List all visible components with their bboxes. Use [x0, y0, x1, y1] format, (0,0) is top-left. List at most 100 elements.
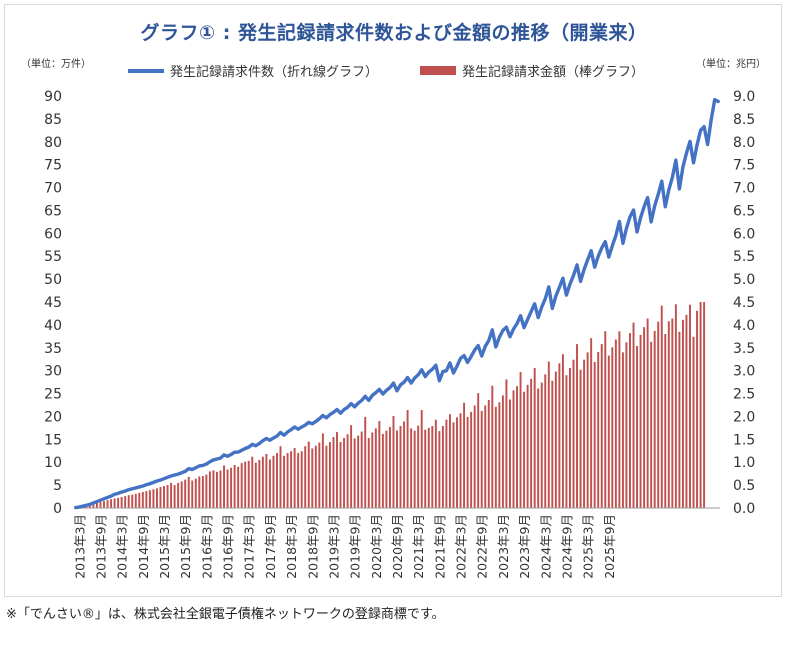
bar	[618, 331, 621, 508]
bar	[103, 501, 105, 508]
legend-line-swatch	[128, 68, 164, 73]
bar	[134, 493, 137, 508]
bar	[569, 367, 571, 508]
bar	[572, 359, 575, 508]
bar	[187, 476, 190, 508]
bar	[540, 382, 543, 508]
bar	[173, 485, 176, 508]
x-tick-label: 2021年9月	[432, 514, 447, 579]
x-tick-label: 2022年9月	[475, 514, 490, 579]
bar	[138, 492, 141, 508]
bar	[505, 379, 508, 508]
bar	[381, 433, 384, 508]
bar	[678, 331, 681, 508]
bar	[304, 446, 307, 508]
bar	[237, 466, 240, 508]
x-tick-label: 2018年9月	[305, 514, 320, 579]
bar	[547, 361, 550, 508]
bar	[530, 378, 533, 508]
bar	[664, 334, 667, 508]
bar	[314, 445, 317, 508]
bar	[321, 433, 324, 508]
bar	[148, 490, 151, 508]
bar	[657, 321, 660, 508]
bar	[371, 432, 374, 508]
x-tick-label: 2016年3月	[199, 514, 214, 579]
left-tick-label: 45	[44, 295, 62, 311]
bar	[328, 442, 331, 508]
bar	[667, 321, 670, 508]
bar	[155, 488, 158, 508]
bar	[480, 410, 483, 508]
bar	[233, 464, 236, 508]
left-tick-label: 35	[44, 341, 62, 357]
bar	[607, 355, 610, 508]
bar	[353, 438, 356, 508]
x-tick-label: 2023年9月	[517, 514, 532, 579]
bar	[611, 347, 614, 508]
bar	[583, 359, 586, 508]
bar	[699, 302, 702, 508]
bar	[681, 319, 684, 508]
x-tick-label: 2014年9月	[136, 514, 151, 579]
bar	[512, 390, 515, 508]
bar	[261, 456, 264, 508]
left-tick-label: 0	[53, 501, 62, 517]
x-tick-label: 2025年3月	[581, 514, 596, 579]
x-tick-label: 2017年9月	[263, 514, 278, 579]
bar	[364, 416, 367, 508]
bar	[283, 455, 286, 508]
left-tick-label: 50	[44, 272, 62, 288]
bar	[646, 318, 649, 508]
bar	[466, 416, 469, 508]
bar	[350, 425, 353, 508]
left-tick-label: 10	[44, 455, 62, 471]
bar	[367, 437, 370, 508]
bar	[586, 352, 589, 508]
bar	[219, 470, 222, 508]
line-series	[74, 97, 720, 510]
bar	[576, 344, 578, 508]
bar	[526, 384, 529, 508]
bar	[516, 386, 518, 508]
bar	[212, 470, 215, 508]
bar	[685, 314, 688, 508]
right-tick-label: 2.0	[733, 409, 755, 425]
x-tick-label: 2022年3月	[454, 514, 469, 579]
bar	[438, 431, 441, 508]
bar	[388, 426, 391, 508]
bar	[417, 425, 420, 508]
bar	[297, 453, 300, 508]
right-tick-label: 4.5	[733, 295, 755, 311]
bar	[403, 421, 406, 508]
bar	[424, 429, 427, 508]
x-tick-label: 2013年9月	[94, 514, 109, 579]
bar	[159, 486, 162, 508]
bar	[360, 431, 363, 508]
bar	[184, 479, 187, 508]
chart-frame	[4, 4, 782, 597]
x-tick-label: 2024年9月	[559, 514, 574, 579]
left-tick-label: 75	[44, 158, 62, 174]
bar	[113, 498, 116, 508]
left-tick-label: 70	[44, 181, 62, 197]
x-tick-label: 2018年3月	[284, 514, 299, 579]
right-axis-unit: （単位：兆円）	[696, 59, 766, 70]
bar	[141, 491, 144, 508]
bar	[194, 478, 197, 508]
bar	[636, 345, 639, 508]
left-tick-label: 5	[53, 478, 62, 494]
chart-title: グラフ① : 発生記録請求件数および金額の推移（開業来）	[140, 22, 648, 44]
bar	[318, 442, 321, 508]
x-tick-label: 2021年3月	[411, 514, 426, 579]
bar	[692, 336, 695, 508]
bar	[561, 354, 564, 508]
bar	[420, 410, 423, 508]
bar	[385, 430, 388, 508]
right-tick-label: 4.0	[733, 318, 755, 334]
x-tick-label: 2015年9月	[178, 514, 193, 579]
bar	[703, 302, 706, 508]
x-tick-label: 2023年3月	[496, 514, 511, 579]
bar	[124, 496, 127, 508]
footnote: ※「でんさい®」は、株式会社全銀電子債権ネットワークの登録商標です。	[6, 607, 445, 622]
